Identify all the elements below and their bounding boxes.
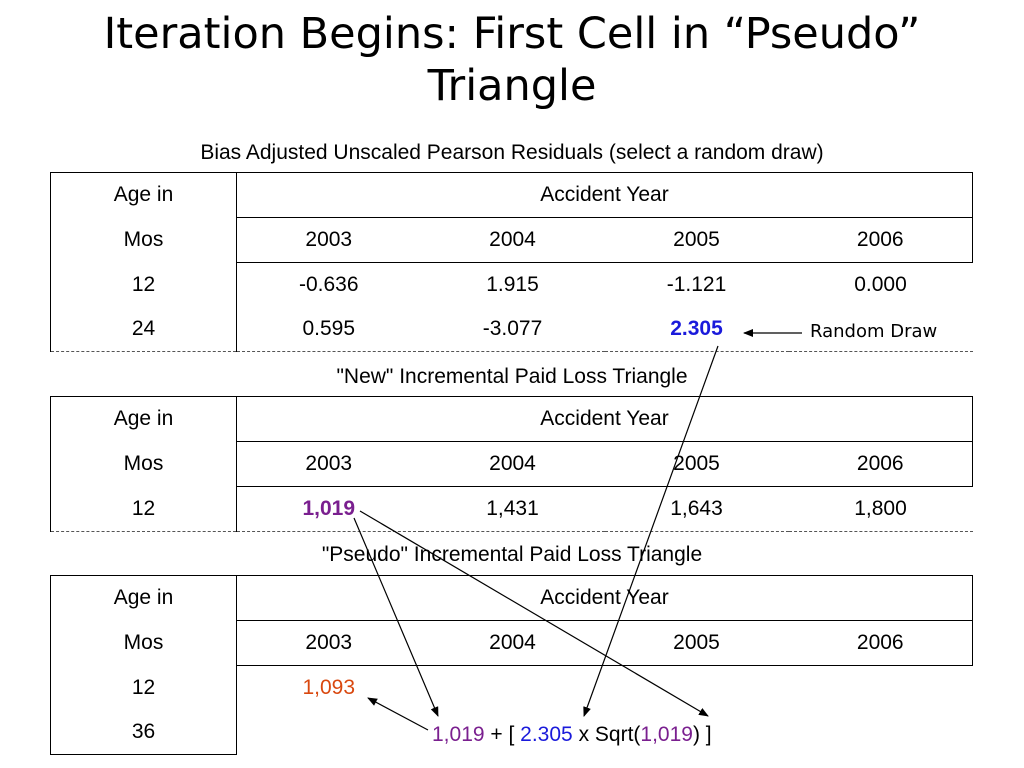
year-header: 2004 xyxy=(420,441,605,487)
age-cell: 36 xyxy=(50,710,237,755)
year-header: 2004 xyxy=(420,217,605,263)
formula-residual: 2.305 xyxy=(520,723,573,746)
formula-text: x Sqrt( xyxy=(572,723,641,746)
random-draw-cell: 2.305 xyxy=(670,317,723,340)
age-header-bottom: Mos xyxy=(50,217,237,263)
year-header: 2005 xyxy=(604,217,789,263)
loss-cell: 1,431 xyxy=(420,486,605,532)
slide-title: Iteration Begins: First Cell in “Pseudo”… xyxy=(0,8,1024,112)
slide-title-line1: Iteration Begins: First Cell in “Pseudo” xyxy=(103,9,921,59)
residual-cell: -3.077 xyxy=(420,307,605,352)
year-header: 2003 xyxy=(236,620,421,666)
new-first-cell: 1,019 xyxy=(302,497,356,520)
empty-cell xyxy=(789,710,973,755)
year-header: 2003 xyxy=(236,217,421,263)
residual-cell: 0.595 xyxy=(236,307,421,352)
year-header: 2005 xyxy=(604,620,789,666)
year-header: 2006 xyxy=(788,441,973,487)
empty-cell xyxy=(237,710,421,755)
empty-cell xyxy=(788,307,973,352)
formula-new-value: 1,019 xyxy=(432,723,485,746)
year-header: 2006 xyxy=(788,620,973,666)
empty-cell xyxy=(789,666,973,711)
age-cell: 12 xyxy=(50,665,237,710)
residual-cell: 1.915 xyxy=(486,273,539,296)
age-cell: 12 xyxy=(50,262,237,307)
age-cell: 24 xyxy=(50,307,237,352)
age-header-bottom: Mos xyxy=(50,620,237,666)
year-header: 2005 xyxy=(604,441,789,487)
new-triangle-table: Age in Accident Year Mos 2003 2004 2005 … xyxy=(50,396,973,532)
formula-text: ) ] xyxy=(692,723,712,746)
age-header-bottom: Mos xyxy=(50,441,237,487)
residual-cell: -1.121 xyxy=(666,273,727,296)
accident-year-header: Accident Year xyxy=(236,575,973,621)
new-triangle-caption: "New" Incremental Paid Loss Triangle xyxy=(336,365,688,388)
pseudo-formula: 1,019 + [ 2.305 x Sqrt(1,019) ] xyxy=(432,722,712,748)
residual-cell: 0.000 xyxy=(854,273,907,296)
empty-cell xyxy=(421,666,605,711)
accident-year-header: Accident Year xyxy=(236,396,973,442)
age-cell: 12 xyxy=(50,486,237,532)
pseudo-triangle-caption: "Pseudo" Incremental Paid Loss Triangle xyxy=(321,543,703,566)
year-header: 2004 xyxy=(420,620,605,666)
residuals-caption: Bias Adjusted Unscaled Pearson Residuals… xyxy=(200,141,824,164)
year-header: 2003 xyxy=(236,441,421,487)
age-header-top: Age in xyxy=(50,575,237,621)
pseudo-first-cell: 1,093 xyxy=(302,676,356,699)
year-header: 2006 xyxy=(788,217,973,263)
loss-cell: 1,643 xyxy=(604,486,789,532)
age-header-top: Age in xyxy=(50,396,237,442)
random-draw-label: Random Draw xyxy=(810,321,938,342)
residual-cell: -0.636 xyxy=(298,273,359,296)
empty-cell xyxy=(605,666,789,711)
residuals-table: Age in Accident Year Mos 2003 2004 2005 … xyxy=(50,172,973,352)
age-header-top: Age in xyxy=(50,172,237,218)
formula-text: + [ xyxy=(484,723,521,746)
loss-cell: 1,800 xyxy=(788,486,973,532)
slide-title-line2: Triangle xyxy=(427,61,597,111)
accident-year-header: Accident Year xyxy=(236,172,973,218)
formula-new-value-sqrt: 1,019 xyxy=(640,723,693,746)
